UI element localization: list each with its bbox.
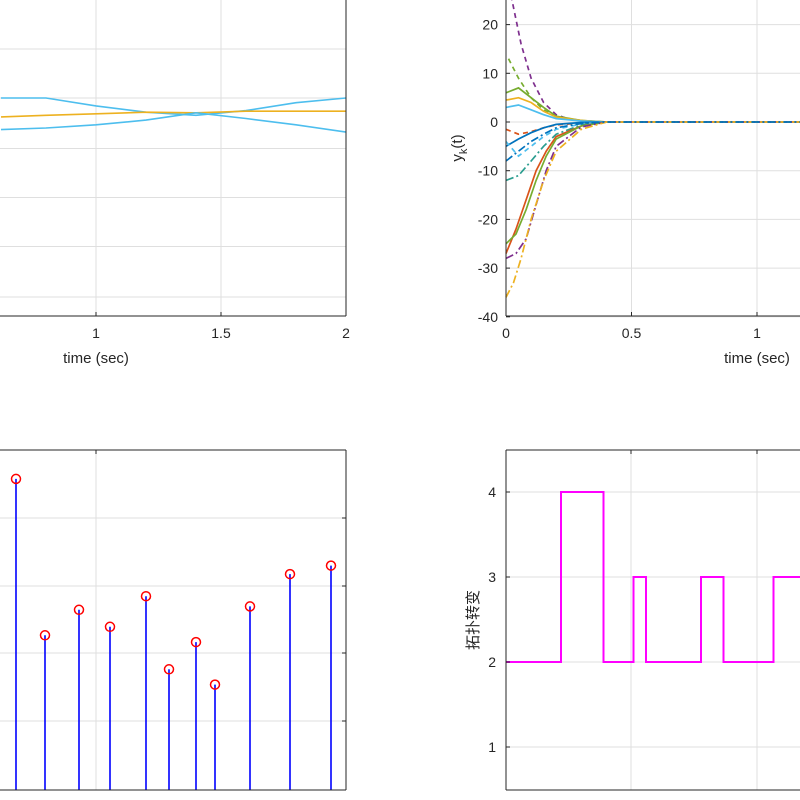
y-tick-label: -40 [478,309,498,325]
x-tick-label: 1.5 [211,325,231,341]
series-lines [0,97,347,133]
x-tick-label: 0 [502,325,510,341]
panel-top-left: 1 1.5 2 time (sec) [0,0,350,367]
series-line-yellow-solid [505,96,800,123]
y-tick-label: -30 [478,260,498,276]
series-line-blue-solid [505,121,800,148]
stem-marker [209,679,221,690]
y-tick-label: -10 [478,163,498,179]
axes: 1 1.5 2 [0,0,350,341]
x-axis-label: time (sec) [63,350,129,367]
y-axis-label: yk(t) [449,134,470,161]
panel-bottom-left [0,449,347,791]
series-line-navy-dashdot [505,121,800,162]
y-axis-label-main: y [449,154,466,162]
panel-bottom-right: 4 3 2 1 拓扑转变 [464,449,800,791]
y-tick-label: 1 [488,739,496,755]
grid [0,449,346,790]
y-tick-label: 4 [488,484,496,500]
series-line-red-solid [505,121,800,254]
y-axis-label: 拓扑转变 [464,590,482,650]
stem-marker [140,590,152,602]
series-line-topology [506,491,800,663]
series-line-yellow-dashdot [505,121,800,298]
series-lines [505,0,800,298]
y-tick-label: 10 [482,65,498,81]
stem-marker [104,621,116,633]
y-tick-label: 20 [482,17,498,33]
series-line-purple-dashdot [505,121,800,260]
series-line-upper-trace [1,97,347,117]
x-tick-label: 2 [342,325,350,341]
axes [0,449,347,791]
y-tick-label: 3 [488,569,496,585]
axes: 4 3 2 1 [488,449,800,791]
stem-marker [10,473,22,485]
y-tick-label: -20 [478,211,498,227]
series-line-lower-trace [0,111,347,133]
grid [506,450,800,790]
y-axis-label-tail: (t) [449,134,466,148]
stems [10,473,337,790]
stem-marker [284,568,296,580]
stem-marker [39,630,51,641]
grid [506,0,800,318]
stem-marker [190,636,202,648]
x-axis-label: time (sec) [724,350,790,367]
stem-marker [163,664,175,675]
y-axis-label-sub: k [458,148,470,154]
stem-marker [73,604,85,616]
grid [0,0,346,316]
x-tick-label: 1 [92,325,100,341]
series-lines [506,491,800,663]
stem-marker [325,560,337,571]
stem-marker [244,601,256,612]
y-tick-label: 2 [488,654,496,670]
y-tick-label: 0 [490,114,498,130]
series-line-middle-trace [0,110,346,118]
x-tick-label: 1 [753,325,761,341]
x-tick-label: 0.5 [622,325,642,341]
